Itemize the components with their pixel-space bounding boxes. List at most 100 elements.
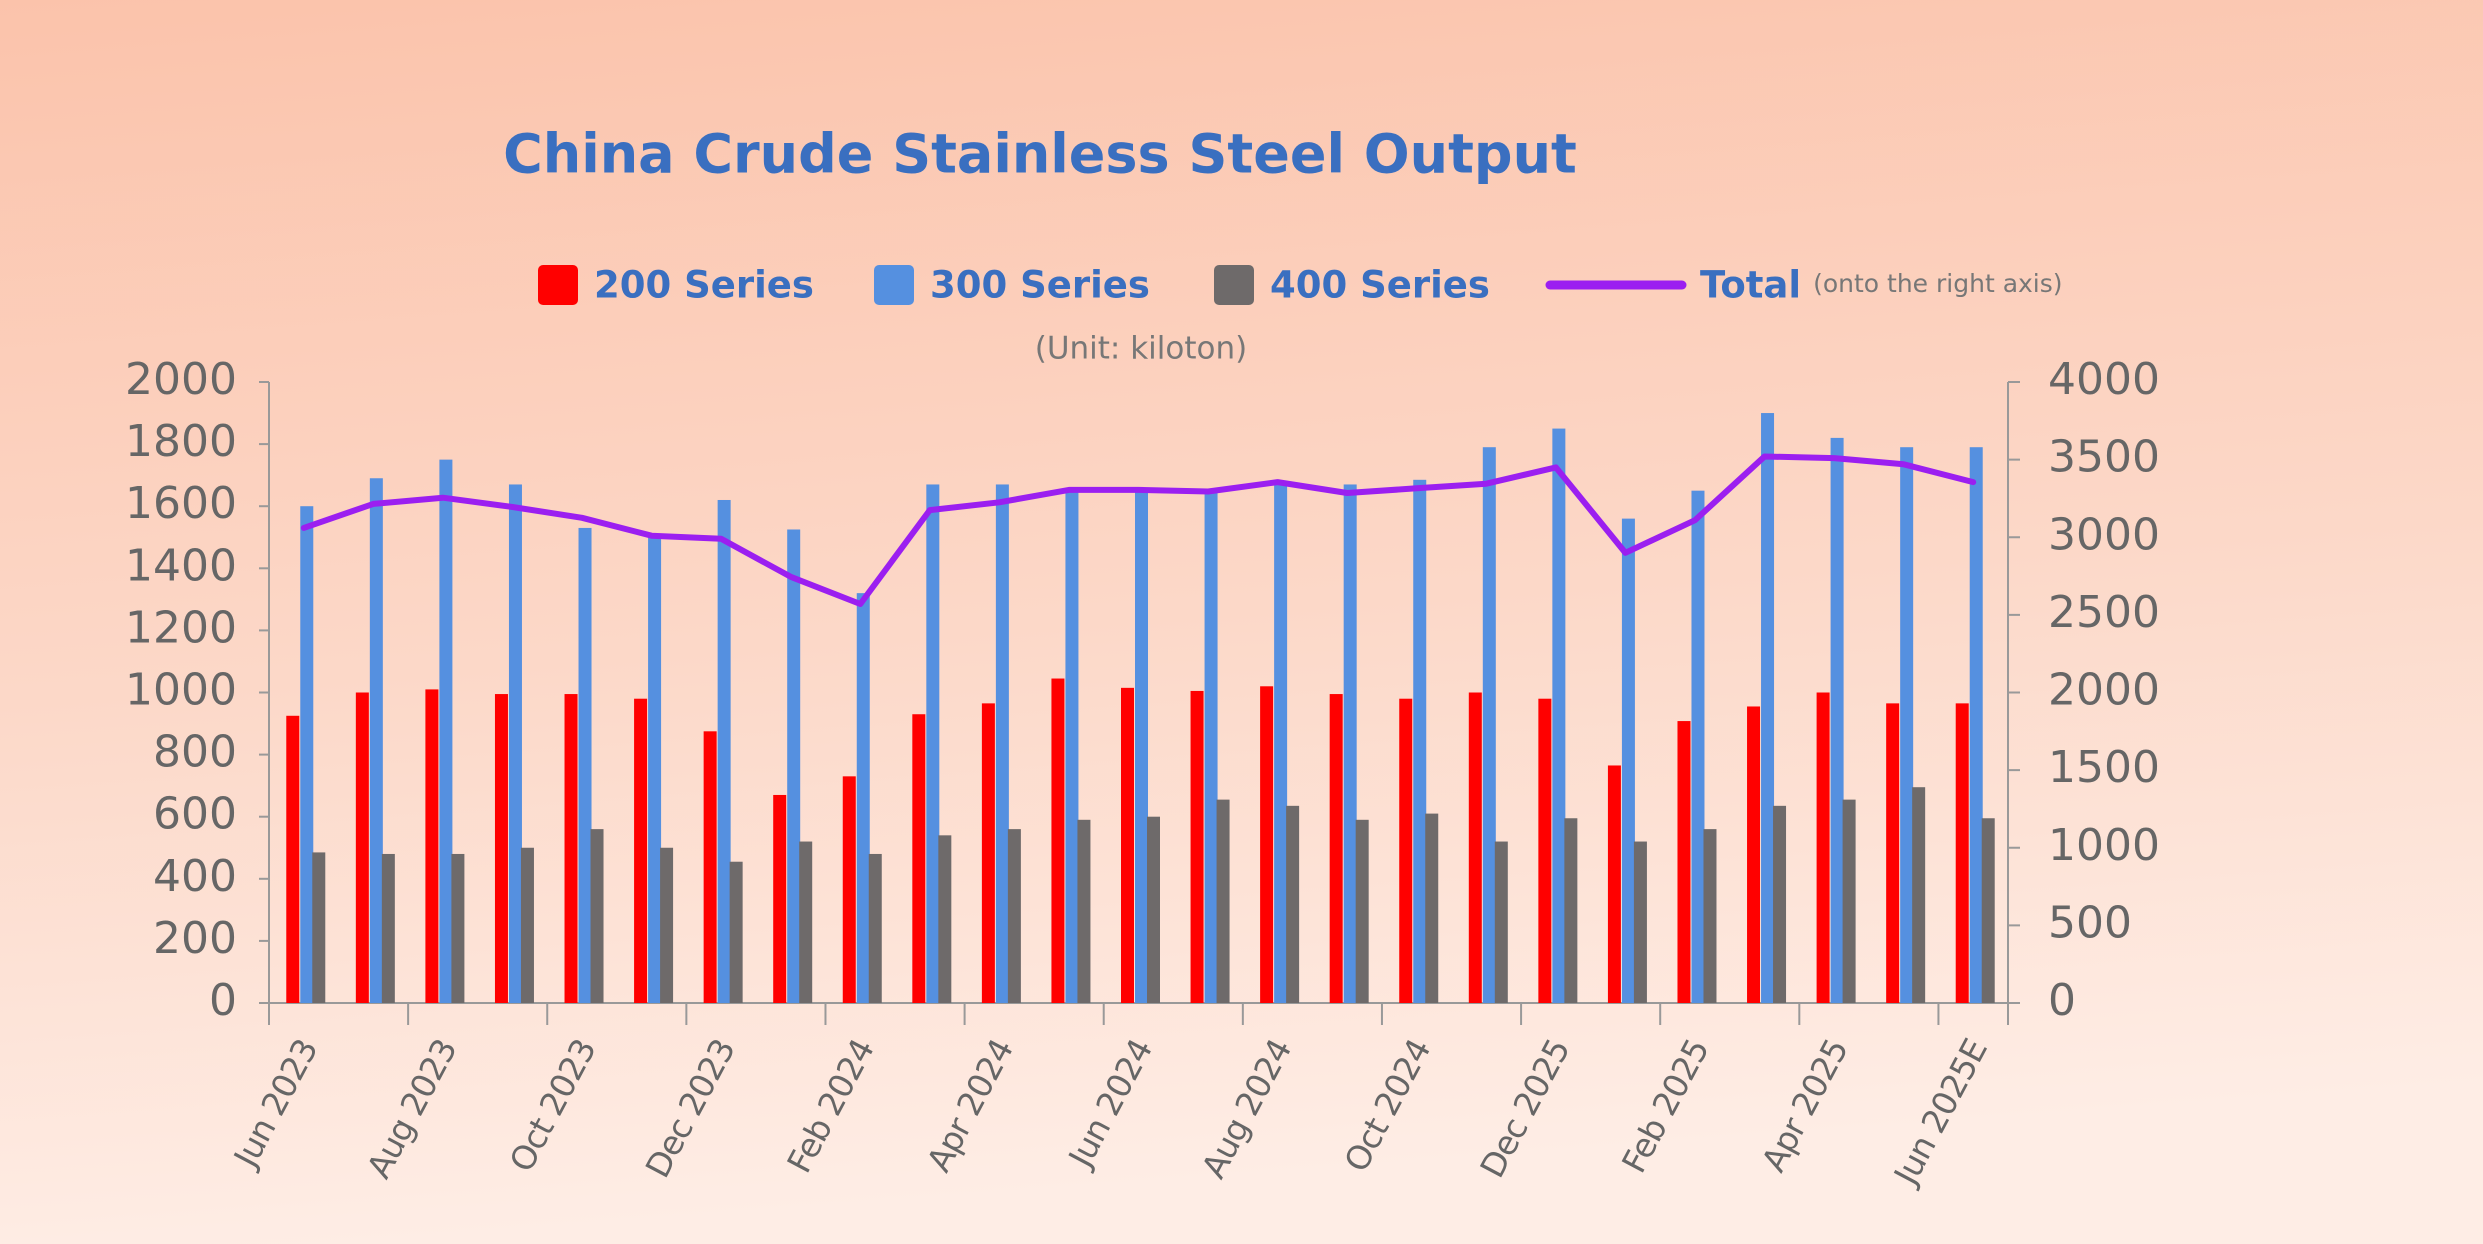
chart-title: China Crude Stainless Steel Output: [503, 123, 1577, 186]
y2-tick-label: 3000: [2048, 509, 2160, 560]
bar: [1538, 698, 1552, 1003]
bar: [868, 853, 882, 1003]
bar: [1260, 686, 1274, 1003]
bar: [300, 506, 314, 1003]
bar: [1007, 829, 1021, 1003]
bar: [1703, 829, 1717, 1003]
bar: [578, 527, 592, 1003]
bar: [1286, 805, 1300, 1003]
y-tick-label: 400: [153, 851, 237, 902]
bar: [1955, 703, 1969, 1003]
y-tick-label: 800: [153, 727, 237, 778]
legend-label: 400 Series: [1270, 264, 1490, 307]
y2-tick-label: 4000: [2048, 354, 2160, 405]
bar: [926, 484, 940, 1004]
bar: [1969, 447, 1983, 1004]
y-tick-label: 0: [209, 975, 237, 1026]
bar: [729, 861, 743, 1003]
bar: [799, 841, 813, 1003]
y2-tick-label: 1500: [2048, 742, 2160, 793]
bar: [842, 776, 856, 1003]
bar: [1274, 481, 1288, 1003]
bar: [634, 698, 648, 1003]
bar: [1773, 805, 1787, 1003]
chart-subtitle: (Unit: kiloton): [1035, 331, 1248, 367]
bar: [1552, 428, 1566, 1003]
y-tick-label: 600: [153, 789, 237, 840]
bar: [1147, 816, 1160, 1003]
bar: [938, 835, 952, 1003]
y-tick-label: 1200: [125, 602, 237, 653]
legend-swatch: [538, 265, 578, 305]
legend-label: Total: [1700, 264, 1801, 307]
bar: [590, 829, 604, 1003]
bar: [1842, 799, 1856, 1003]
bar: [1216, 799, 1230, 1003]
bar: [1343, 484, 1357, 1004]
bar: [312, 852, 326, 1003]
bar: [1329, 694, 1343, 1003]
bar: [856, 593, 870, 1003]
bar: [1747, 706, 1761, 1003]
bar: [425, 689, 439, 1003]
bar: [1621, 518, 1635, 1003]
y2-tick-label: 0: [2048, 975, 2076, 1026]
y2-tick-label: 2000: [2048, 665, 2160, 716]
legend-swatch: [874, 265, 914, 305]
bar: [1677, 721, 1691, 1003]
bar: [912, 714, 926, 1003]
bar: [995, 484, 1009, 1004]
y-tick-label: 1000: [125, 665, 237, 716]
bar: [1607, 765, 1621, 1003]
bar: [981, 703, 995, 1003]
legend-note: (onto the right axis): [1813, 269, 2062, 298]
y2-tick-label: 2500: [2048, 587, 2160, 638]
bar: [1135, 490, 1148, 1003]
bar: [660, 847, 674, 1003]
y-tick-label: 1400: [125, 540, 237, 591]
bar: [1564, 818, 1578, 1003]
bar: [717, 499, 731, 1003]
bar: [1051, 678, 1065, 1003]
y-tick-label: 1800: [125, 416, 237, 467]
bar: [1761, 413, 1775, 1003]
bar: [1065, 490, 1079, 1003]
legend-label: 300 Series: [930, 264, 1150, 307]
bar: [520, 847, 534, 1003]
bar: [1399, 698, 1413, 1003]
bar: [1482, 447, 1496, 1004]
bar: [1633, 841, 1647, 1003]
bar: [1413, 479, 1427, 1003]
bar: [1425, 813, 1439, 1003]
bar: [1121, 687, 1134, 1003]
bar: [451, 853, 465, 1003]
bar: [1886, 703, 1900, 1003]
bar: [1830, 437, 1844, 1003]
bar: [1900, 447, 1914, 1004]
y2-tick-label: 1000: [2048, 820, 2160, 871]
y2-tick-label: 500: [2048, 897, 2132, 948]
bar: [355, 692, 369, 1003]
bar: [1981, 818, 1995, 1003]
y-tick-label: 2000: [125, 354, 237, 405]
legend-label: 200 Series: [594, 264, 814, 307]
bar: [1494, 841, 1508, 1003]
legend-swatch: [1214, 265, 1254, 305]
bar: [1816, 692, 1830, 1003]
bar: [439, 459, 453, 1003]
bar: [1204, 490, 1218, 1003]
bar: [494, 694, 508, 1003]
bar: [508, 484, 522, 1004]
bar: [369, 478, 383, 1003]
bar: [787, 529, 801, 1003]
bar: [773, 794, 787, 1003]
bar: [1355, 819, 1369, 1003]
bar: [1912, 787, 1926, 1003]
bar: [1691, 490, 1705, 1003]
y2-tick-label: 3500: [2048, 432, 2160, 483]
bar: [1077, 819, 1091, 1003]
bar: [703, 731, 717, 1003]
y-tick-label: 200: [153, 913, 237, 964]
